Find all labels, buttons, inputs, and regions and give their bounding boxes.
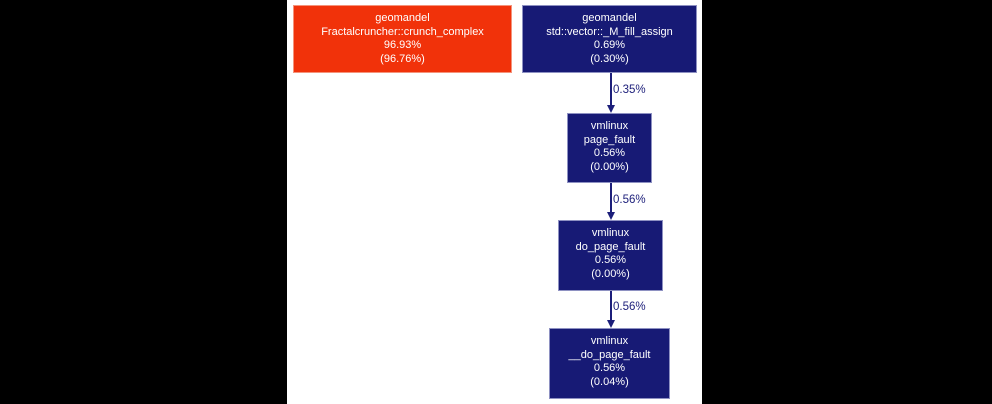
node-self-percent: (96.76%) — [380, 52, 425, 65]
edge-line — [610, 291, 612, 321]
node-function-label: page_fault — [583, 133, 636, 146]
node-module-label: vmlinux — [590, 335, 629, 347]
arrowhead-down-icon — [607, 105, 615, 113]
node-function-label: do_page_fault — [575, 240, 646, 253]
graph-panel: geomandel Fractalcruncher::crunch_comple… — [287, 0, 702, 404]
edge-line — [610, 183, 612, 213]
node-total-percent: 96.93% — [383, 39, 422, 51]
node-deep-do-page-fault: vmlinux __do_page_fault 0.56% (0.04%) — [549, 328, 670, 399]
node-total-percent: 0.69% — [593, 39, 626, 51]
node-module-label: vmlinux — [591, 227, 630, 239]
node-self-percent: (0.04%) — [590, 375, 629, 388]
arrowhead-down-icon — [607, 320, 615, 328]
node-total-percent: 0.56% — [594, 254, 627, 266]
node-page-fault: vmlinux page_fault 0.56% (0.00%) — [567, 113, 652, 183]
node-module-label: geomandel — [582, 12, 637, 24]
edge-line — [610, 73, 612, 105]
edge-weight-label: 0.56% — [613, 301, 646, 313]
edge-weight-label: 0.35% — [613, 84, 646, 96]
edge-weight-label: 0.56% — [613, 194, 646, 206]
node-std-vector-m-fill-assign: geomandel std::vector::_M_fill_assign 0.… — [522, 5, 697, 73]
node-self-percent: (0.30%) — [590, 52, 629, 65]
arrowhead-down-icon — [607, 212, 615, 220]
node-self-percent: (0.00%) — [591, 267, 630, 280]
node-module-label: geomandel — [375, 12, 430, 24]
node-self-percent: (0.00%) — [590, 160, 629, 173]
node-fractalcruncher-crunch-complex: geomandel Fractalcruncher::crunch_comple… — [293, 5, 512, 73]
node-function-label: __do_page_fault — [568, 348, 651, 361]
node-function-label: Fractalcruncher::crunch_complex — [321, 25, 484, 38]
node-total-percent: 0.56% — [593, 362, 626, 374]
node-do-page-fault: vmlinux do_page_fault 0.56% (0.00%) — [558, 220, 663, 291]
node-total-percent: 0.56% — [593, 147, 626, 159]
node-function-label: std::vector::_M_fill_assign — [546, 25, 673, 38]
node-module-label: vmlinux — [590, 120, 629, 132]
